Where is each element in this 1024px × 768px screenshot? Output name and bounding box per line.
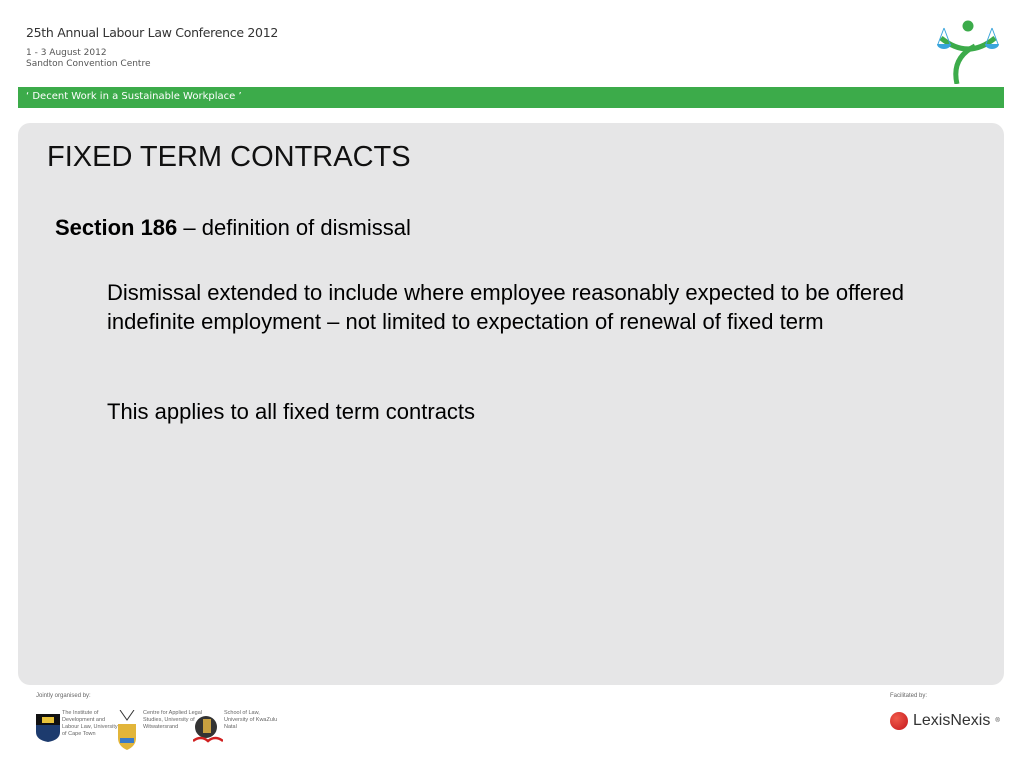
section-number: Section 186 xyxy=(55,215,178,240)
organiser-ukzn: School of Law, University of KwaZulu Nat… xyxy=(224,710,278,730)
ukzn-crest-icon xyxy=(193,716,223,743)
lexisnexis-logo: LexisNexis ® xyxy=(890,712,1000,730)
organised-by-label: Jointly organised by: xyxy=(36,693,91,699)
sponsor-mark: ® xyxy=(995,718,1000,724)
uct-crest-icon xyxy=(36,714,60,742)
organiser-wits: Centre for Applied Legal Studies, Univer… xyxy=(143,710,203,730)
conference-title: 25th Annual Labour Law Conference 2012 xyxy=(26,25,279,40)
conference-venue: Sandton Convention Centre xyxy=(26,59,151,69)
facilitated-by-label: Facilitated by: xyxy=(890,693,928,699)
conference-date: 1 - 3 August 2012 xyxy=(26,48,107,58)
lexisnexis-globe-icon xyxy=(890,712,908,730)
body-paragraph: Dismissal extended to include where empl… xyxy=(107,280,904,334)
section-description: – definition of dismissal xyxy=(177,215,411,240)
content-panel xyxy=(18,123,1004,685)
section-heading: Section 186 – definition of dismissal xyxy=(55,215,411,241)
sponsor-name: LexisNexis xyxy=(913,712,991,729)
body-paragraph: This applies to all fixed term contracts xyxy=(107,399,476,424)
tagline: ‘ Decent Work in a Sustainable Workplace… xyxy=(26,91,242,102)
slide-title: FIXED TERM CONTRACTS xyxy=(47,141,411,173)
tagline-bar: ‘ Decent Work in a Sustainable Workplace… xyxy=(18,87,1004,108)
scales-of-justice-logo-icon xyxy=(937,20,999,84)
organiser-uct: The Institute of Development and Labour … xyxy=(62,710,118,737)
wits-crest-icon xyxy=(118,710,136,750)
